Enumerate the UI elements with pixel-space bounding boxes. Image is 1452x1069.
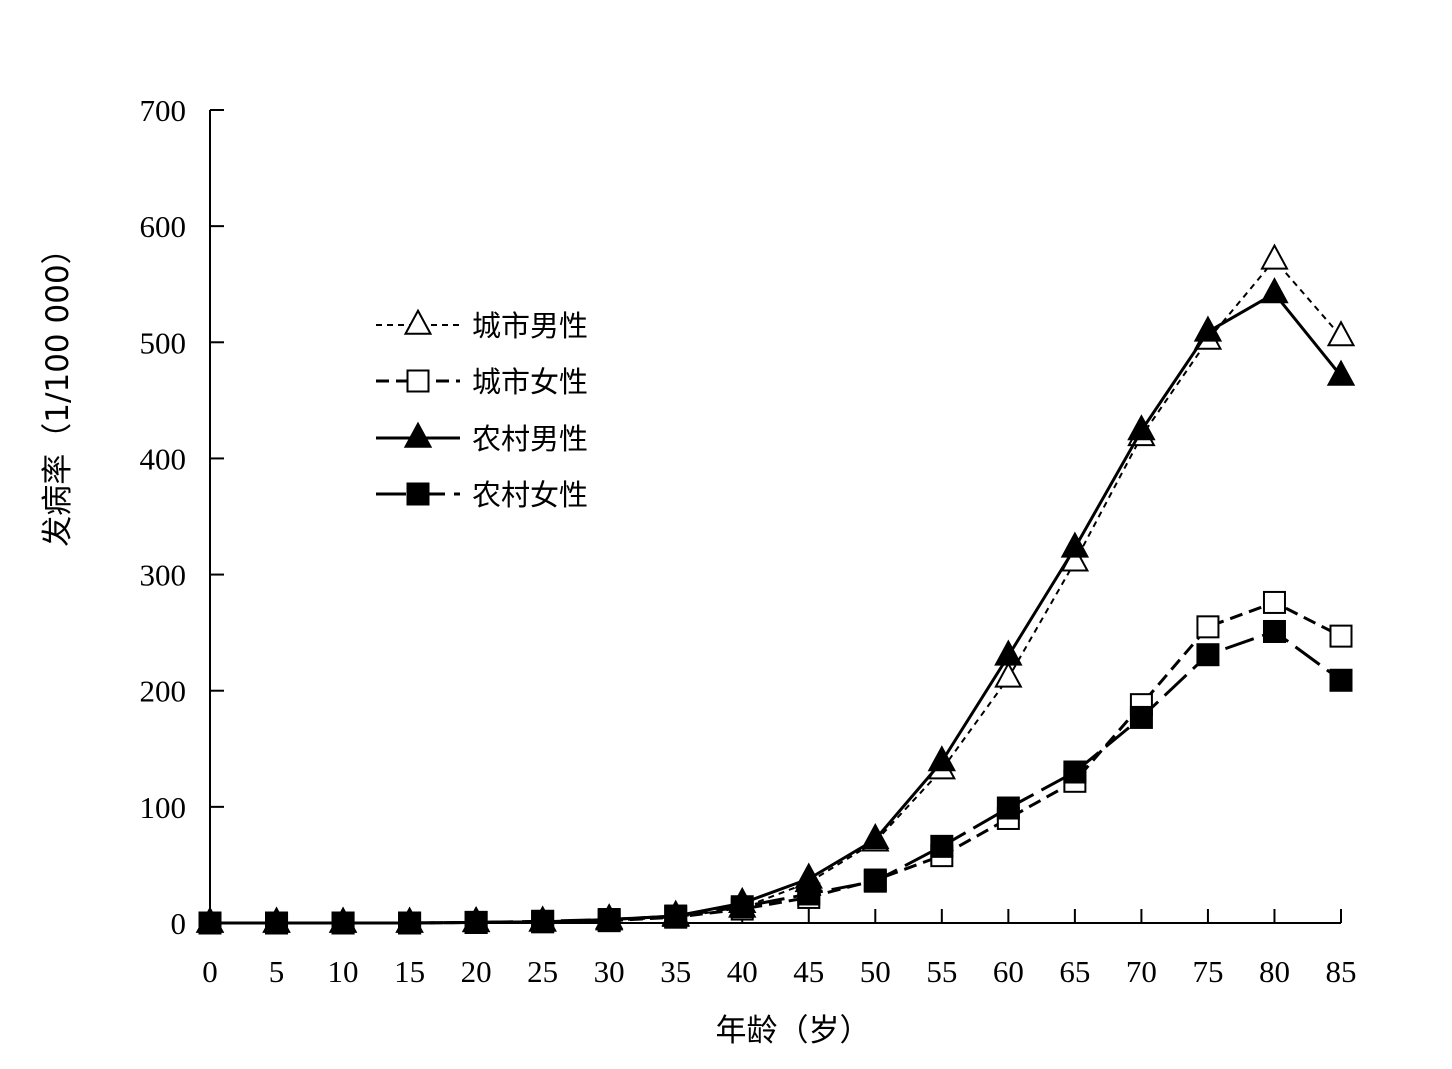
series-4-point [331, 911, 355, 935]
series-2-point [1262, 590, 1286, 614]
series-4-point [996, 796, 1020, 820]
x-tick-label: 35 [660, 954, 691, 989]
legend-label: 城市男性 [472, 309, 588, 343]
x-ticks: 0 5 10 15 20 25 30 35 40 45 50 55 60 65 70 75 80 85 [202, 909, 1357, 989]
series-2-line [210, 600, 1342, 925]
y-tick-label: 600 [140, 209, 187, 244]
series-4-point [1129, 705, 1153, 729]
series-2 [198, 590, 1353, 935]
legend-marker [406, 369, 430, 393]
series-3-line [210, 292, 1343, 925]
x-tick-label: 65 [1059, 954, 1090, 989]
legend-label: 城市女性 [472, 365, 588, 399]
legend-marker [403, 308, 433, 335]
x-tick-label: 50 [860, 954, 891, 989]
y-ticks: 0 100 200 300 400 500 600 700 [140, 93, 224, 941]
series-4-point [398, 911, 422, 935]
y-tick-label: 100 [140, 790, 187, 825]
series-4-point [1262, 619, 1286, 643]
y-tick-label: 0 [171, 906, 187, 941]
y-tick-label: 700 [140, 93, 187, 128]
x-tick-label: 70 [1126, 954, 1157, 989]
series-3-point [1193, 315, 1223, 342]
x-tick-label: 80 [1259, 954, 1290, 989]
series-4-point [1196, 643, 1220, 667]
legend-label: 农村男性 [472, 422, 588, 456]
series-4-point [464, 910, 488, 934]
series-1-point [1326, 320, 1356, 347]
series-4-point [597, 908, 621, 932]
series-3-point [994, 639, 1023, 666]
x-tick-label: 20 [461, 954, 492, 989]
series-4-point [1329, 668, 1353, 692]
legend-marker [403, 421, 433, 448]
series-1-line [210, 258, 1342, 924]
series-3-point [1127, 414, 1156, 441]
series-4-point [930, 834, 954, 858]
series-4-point [1063, 760, 1087, 784]
x-tick-label: 85 [1326, 954, 1357, 989]
x-tick-label: 25 [527, 954, 558, 989]
legend-item: 城市女性 [376, 365, 588, 399]
x-tick-label: 15 [394, 954, 425, 989]
x-tick-label: 30 [594, 954, 625, 989]
series-4-point [730, 895, 754, 919]
y-tick-label: 300 [140, 558, 187, 593]
series-3-point [861, 823, 890, 850]
series-4-point [198, 911, 222, 935]
series-3-point [1060, 531, 1090, 558]
x-axis-title: 年龄（岁） [716, 1013, 871, 1049]
x-tick-label: 0 [202, 954, 218, 989]
x-tick-label: 10 [328, 954, 359, 989]
y-tick-label: 500 [140, 325, 187, 360]
x-tick-label: 60 [993, 954, 1024, 989]
series-3 [195, 277, 1356, 933]
series-3-point [1326, 359, 1356, 386]
series-2-point [1196, 615, 1220, 639]
y-axis-title: 发病率（1/100 000） [40, 233, 76, 546]
series-4-point [797, 882, 821, 906]
series-4 [198, 619, 1353, 935]
legend-item: 城市男性 [376, 308, 588, 343]
x-tick-label: 55 [926, 954, 957, 989]
legend-label: 农村女性 [472, 478, 588, 512]
x-tick-label: 75 [1192, 954, 1223, 989]
series-1 [195, 243, 1356, 933]
series-4-point [531, 909, 555, 933]
x-tick-label: 40 [727, 954, 758, 989]
series-3-point [1260, 277, 1289, 304]
axes: 0 100 200 300 400 500 600 700 0 5 10 15 20 25 30 35 40 4… [140, 93, 1357, 989]
series [195, 243, 1356, 935]
series-2-point [1329, 624, 1353, 648]
legend-item: 农村女性 [376, 478, 588, 512]
series-4-point [664, 904, 688, 928]
legend-marker [406, 482, 430, 506]
series-3-point [927, 745, 957, 772]
series-4-line [210, 629, 1342, 925]
series-1-point [1260, 243, 1289, 270]
series-4-point [265, 911, 289, 935]
series-1-point [994, 661, 1023, 688]
series-4-point [863, 869, 887, 893]
legend-item: 农村男性 [376, 421, 588, 456]
y-tick-label: 200 [140, 674, 187, 709]
y-tick-label: 400 [140, 441, 187, 476]
x-tick-label: 5 [269, 954, 285, 989]
x-tick-label: 45 [793, 954, 824, 989]
